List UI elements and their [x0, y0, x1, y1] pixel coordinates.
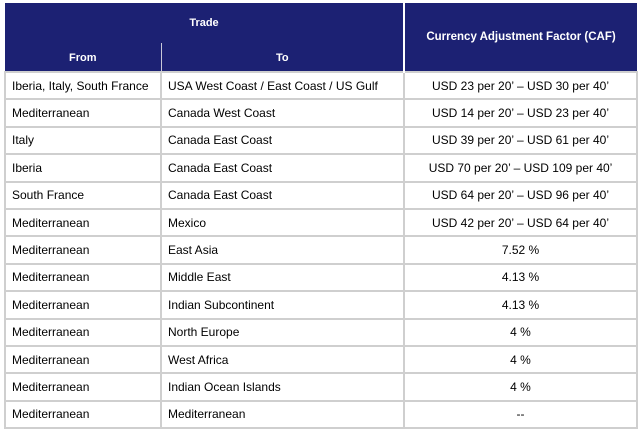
from-cell: Mediterranean — [4, 344, 162, 375]
from-cell: Mediterranean — [4, 98, 162, 128]
to-cell: Mediterranean — [159, 399, 406, 430]
caf-cell: 4 % — [403, 372, 639, 402]
from-cell: Mediterranean — [4, 207, 162, 238]
table-row: Mediterranean Middle East 4.13 % — [4, 262, 639, 293]
table-row: Mediterranean Indian Ocean Islands 4 % — [4, 372, 639, 402]
table-row: Mediterranean Mediterranean -- — [4, 399, 639, 430]
to-header: To — [161, 43, 405, 72]
caf-cell: 4.13 % — [403, 262, 639, 293]
table-row: Mediterranean East Asia 7.52 % — [4, 235, 639, 265]
to-cell: Canada East Coast — [159, 153, 406, 183]
from-cell: Mediterranean — [4, 317, 162, 347]
caf-cell: USD 42 per 20’ – USD 64 per 40’ — [403, 207, 639, 238]
table-row: South France Canada East Coast USD 64 per … — [4, 180, 639, 210]
from-cell: Mediterranean — [4, 372, 162, 402]
table-row: Mediterranean Canada West Coast USD 14 per… — [4, 98, 639, 128]
to-cell: Indian Ocean Islands — [159, 372, 406, 402]
to-cell: Indian Subcontinent — [159, 290, 406, 320]
caf-cell: USD 23 per 20’ – USD 30 per 40’ — [403, 70, 639, 101]
table-body: Iberia, Italy, South France USA West Coas… — [4, 70, 639, 430]
from-cell: Mediterranean — [4, 262, 162, 293]
from-cell: Mediterranean — [4, 290, 162, 320]
table-row: Mediterranean Indian Subcontinent 4.13 % — [4, 290, 639, 320]
from-cell: Mediterranean — [4, 399, 162, 430]
caf-cell: USD 64 per 20’ – USD 96 per 40’ — [403, 180, 639, 210]
caf-cell: USD 39 per 20’ – USD 61 per 40’ — [403, 125, 639, 156]
to-cell: Mexico — [159, 207, 406, 238]
to-cell: Canada East Coast — [159, 180, 406, 210]
table-row: Iberia, Italy, South France USA West Coas… — [4, 70, 639, 101]
table-row: Mediterranean West Africa 4 % — [4, 344, 639, 375]
from-header: From — [5, 43, 162, 72]
from-cell: Mediterranean — [4, 235, 162, 265]
from-cell: Iberia, Italy, South France — [4, 70, 162, 101]
table-row: Iberia Canada East Coast USD 70 per 20’ – … — [4, 153, 639, 183]
caf-header: Currency Adjustment Factor (CAF) — [403, 3, 638, 72]
caf-cell: 7.52 % — [403, 235, 639, 265]
from-cell: South France — [4, 180, 162, 210]
caf-cell: 4 % — [403, 317, 639, 347]
caf-cell: -- — [403, 399, 639, 430]
caf-table: Trade Currency Adjustment Factor (CAF) F… — [4, 3, 639, 430]
caf-cell: USD 14 per 20’ – USD 23 per 40’ — [403, 98, 639, 128]
table-row: Mediterranean North Europe 4 % — [4, 317, 639, 347]
table-row: Mediterranean Mexico USD 42 per 20’ – USD … — [4, 207, 639, 238]
to-cell: North Europe — [159, 317, 406, 347]
caf-cell: USD 70 per 20’ – USD 109 per 40’ — [403, 153, 639, 183]
to-cell: West Africa — [159, 344, 406, 375]
table-row: Italy Canada East Coast USD 39 per 20’ – U… — [4, 125, 639, 156]
to-cell: USA West Coast / East Coast / US Gulf — [159, 70, 406, 101]
to-cell: East Asia — [159, 235, 406, 265]
from-cell: Iberia — [4, 153, 162, 183]
caf-cell: 4.13 % — [403, 290, 639, 320]
from-cell: Italy — [4, 125, 162, 156]
to-cell: Middle East — [159, 262, 406, 293]
to-cell: Canada West Coast — [159, 98, 406, 128]
trade-header: Trade — [5, 3, 405, 44]
to-cell: Canada East Coast — [159, 125, 406, 156]
caf-cell: 4 % — [403, 344, 639, 375]
